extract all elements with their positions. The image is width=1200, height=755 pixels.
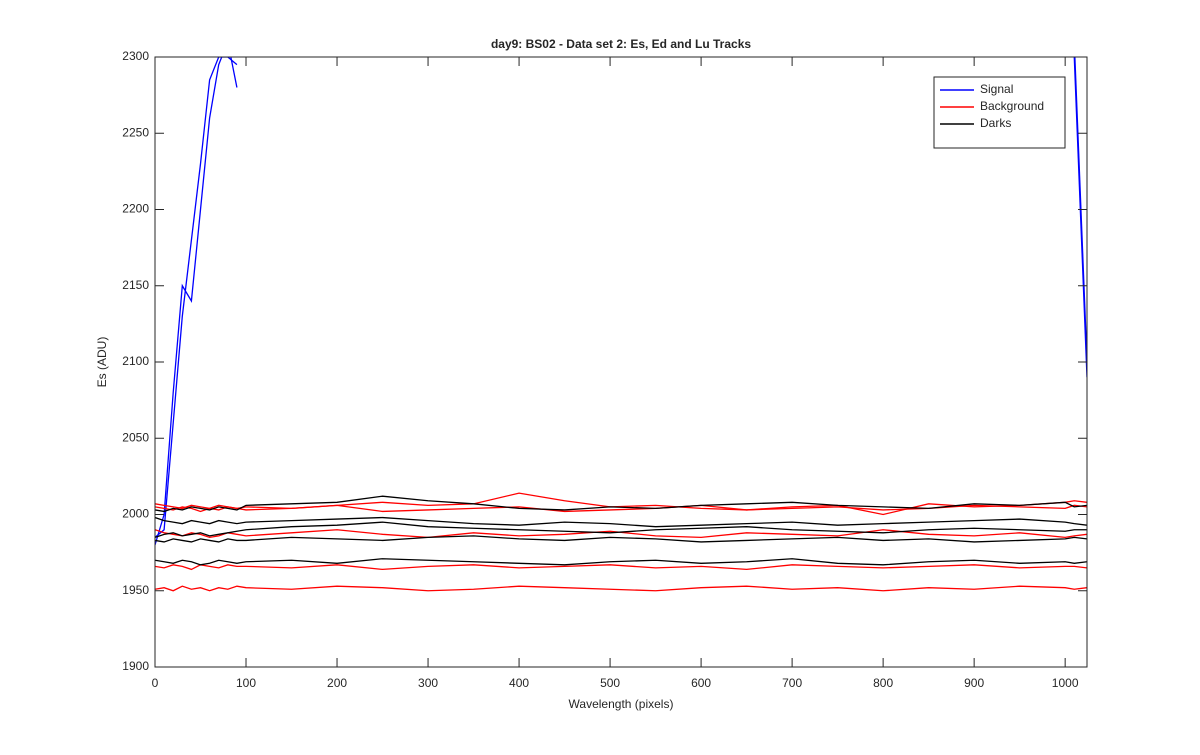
y-tick-label: 2250 [122, 125, 149, 139]
legend-label: Darks [980, 116, 1011, 130]
series-line [155, 529, 1087, 539]
series-line [155, 585, 1087, 592]
x-tick-label: 200 [327, 676, 347, 690]
series-line [155, 495, 1087, 513]
x-tick-label: 100 [236, 676, 256, 690]
y-tick-label: 1900 [122, 659, 149, 673]
x-tick-label: 700 [782, 676, 802, 690]
legend-box [933, 76, 1066, 149]
y-tick-label: 2300 [122, 49, 149, 63]
y-tick-label: 2000 [122, 507, 149, 521]
series-line [155, 57, 238, 546]
series-line [155, 521, 1087, 538]
axes-box [154, 56, 1088, 668]
x-tick-label: 1000 [1052, 676, 1079, 690]
legend-label: Background [980, 99, 1044, 113]
x-tick-label: 0 [152, 676, 159, 690]
x-tick-label: 300 [418, 676, 438, 690]
x-tick-label: 900 [964, 676, 984, 690]
lines [155, 57, 1087, 592]
series-line [1074, 57, 1087, 363]
x-tick-label: 800 [873, 676, 893, 690]
y-tick-label: 2150 [122, 278, 149, 292]
series-line [155, 516, 1087, 528]
x-tick-label: 400 [509, 676, 529, 690]
series-line [155, 57, 238, 538]
chart-title: day9: BS02 - Data set 2: Es, Ed and Lu T… [491, 37, 751, 51]
y-tick-label: 2200 [122, 202, 149, 216]
y-tick-label: 2050 [122, 430, 149, 444]
series-line [155, 535, 1087, 543]
x-axis-label: Wavelength (pixels) [569, 697, 674, 711]
y-axis-label: Es (ADU) [95, 337, 109, 388]
y-tick-label: 1950 [122, 583, 149, 597]
series-line [155, 558, 1087, 566]
legend-label: Signal [980, 82, 1013, 96]
y-tick-label: 2100 [122, 354, 149, 368]
x-tick-label: 500 [600, 676, 620, 690]
x-tick-label: 600 [691, 676, 711, 690]
